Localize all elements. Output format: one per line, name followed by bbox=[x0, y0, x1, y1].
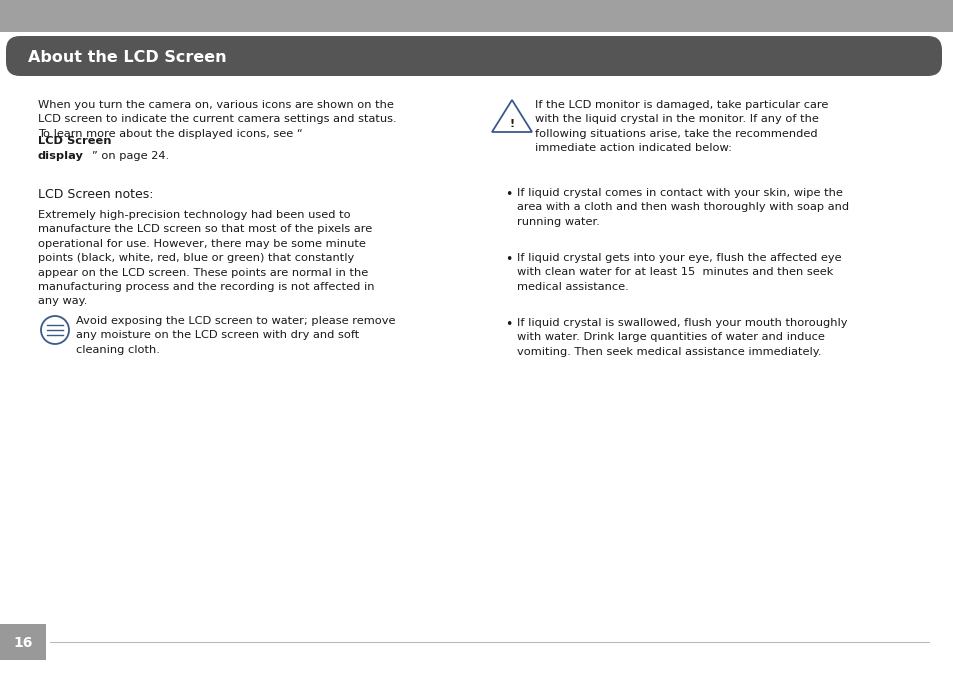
Text: display: display bbox=[38, 151, 84, 161]
Circle shape bbox=[41, 316, 69, 344]
Text: Extremely high-precision technology had been used to
manufacture the LCD screen : Extremely high-precision technology had … bbox=[38, 210, 375, 306]
Text: LCD Screen notes:: LCD Screen notes: bbox=[38, 188, 153, 201]
Text: !: ! bbox=[509, 119, 514, 129]
Text: If liquid crystal gets into your eye, flush the affected eye
with clean water fo: If liquid crystal gets into your eye, fl… bbox=[517, 253, 841, 291]
Bar bbox=[0, 0, 953, 32]
Text: •: • bbox=[504, 318, 512, 331]
Text: If the LCD monitor is damaged, take particular care
with the liquid crystal in t: If the LCD monitor is damaged, take part… bbox=[535, 100, 827, 153]
Text: ” on page 24.: ” on page 24. bbox=[91, 151, 169, 161]
Text: •: • bbox=[504, 253, 512, 266]
Text: If liquid crystal comes in contact with your skin, wipe the
area with a cloth an: If liquid crystal comes in contact with … bbox=[517, 188, 848, 227]
Text: LCD Screen: LCD Screen bbox=[38, 136, 112, 146]
Text: •: • bbox=[504, 188, 512, 201]
Polygon shape bbox=[492, 100, 532, 132]
Text: When you turn the camera on, various icons are shown on the
LCD screen to indica: When you turn the camera on, various ico… bbox=[38, 100, 396, 139]
Text: 16: 16 bbox=[13, 636, 32, 650]
Text: Avoid exposing the LCD screen to water; please remove
any moisture on the LCD sc: Avoid exposing the LCD screen to water; … bbox=[76, 316, 395, 355]
FancyBboxPatch shape bbox=[6, 36, 941, 76]
Text: If liquid crystal is swallowed, flush your mouth thoroughly
with water. Drink la: If liquid crystal is swallowed, flush yo… bbox=[517, 318, 846, 357]
Bar bbox=[0, 624, 46, 660]
Text: About the LCD Screen: About the LCD Screen bbox=[28, 49, 227, 65]
